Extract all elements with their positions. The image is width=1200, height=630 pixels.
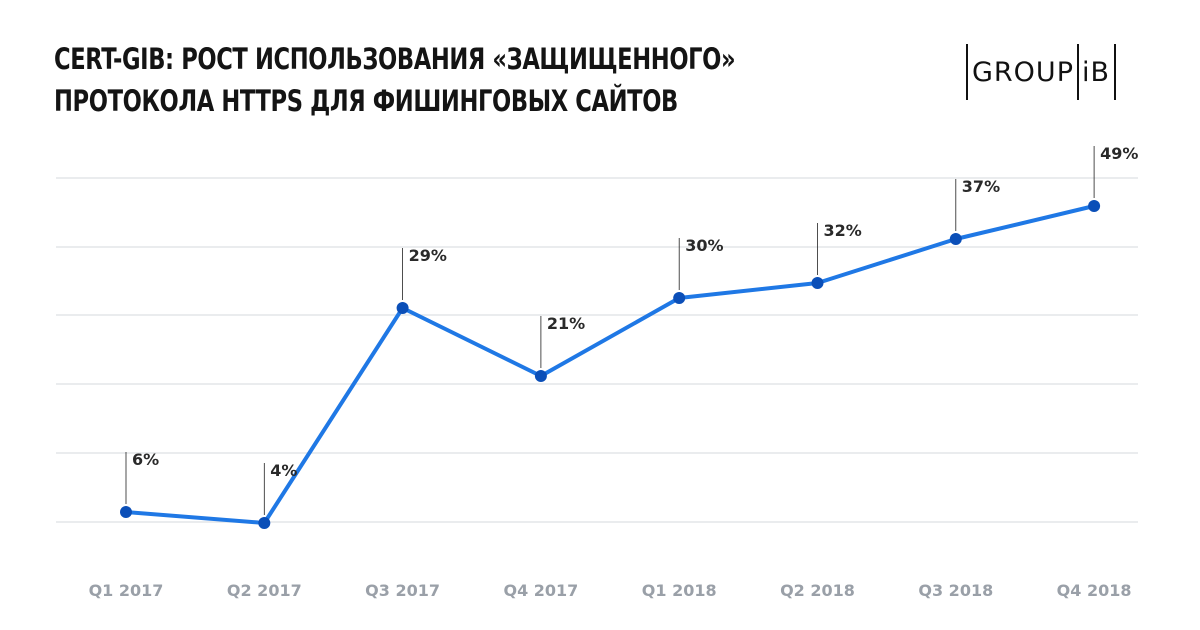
series-line [124, 204, 1097, 525]
logo-text-ib: iB [1081, 56, 1111, 88]
x-tick-label: Q4 2018 [1057, 581, 1132, 600]
x-tick-label: Q1 2017 [89, 581, 164, 600]
data-point [534, 370, 547, 382]
data-point [396, 302, 409, 314]
x-tick-label: Q3 2017 [365, 581, 440, 600]
data-label: 21% [547, 314, 585, 333]
data-points [120, 200, 1101, 529]
data-labels: 6% 4% 29% 21% 30% 32% 37% 49% [132, 144, 1138, 480]
chart-title-line-1: CERT-GIB: РОСТ ИСПОЛЬЗОВАНИЯ «ЗАЩИЩЕННОГ… [54, 42, 736, 76]
data-label: 29% [409, 246, 447, 265]
data-label: 32% [824, 221, 862, 240]
data-label: 4% [270, 461, 297, 480]
x-tick-label: Q2 2018 [780, 581, 855, 600]
x-axis-tick-labels: Q1 2017 Q2 2017 Q3 2017 Q4 2017 Q1 2018 Q2 20… [89, 581, 1132, 600]
data-point [949, 233, 962, 245]
chart-title-line-2: ПРОТОКОЛА HTTPS ДЛЯ ФИШИНГОВЫХ САЙТОВ [54, 84, 678, 118]
data-point [258, 517, 271, 529]
data-point [1088, 200, 1101, 212]
data-point [673, 292, 686, 304]
data-label: 49% [1100, 144, 1138, 163]
group-ib-logo: GROUP iB [962, 44, 1120, 100]
data-point [811, 277, 824, 289]
x-tick-label: Q4 2017 [503, 581, 578, 600]
data-label: 37% [962, 177, 1000, 196]
x-tick-label: Q3 2018 [918, 581, 993, 600]
data-point [120, 506, 132, 518]
data-label: 30% [685, 236, 723, 255]
logo-text-group: GROUP [972, 56, 1074, 88]
logo-separator [1076, 44, 1079, 100]
logo-left-bar [966, 44, 968, 100]
leader-lines [125, 146, 1095, 515]
x-tick-label: Q1 2018 [642, 581, 717, 600]
x-tick-label: Q2 2017 [227, 581, 302, 600]
logo-right-bar [1114, 44, 1117, 100]
data-label: 6% [132, 450, 159, 469]
chart-title: CERT-GIB: РОСТ ИСПОЛЬЗОВАНИЯ «ЗАЩИЩЕННОГ… [54, 38, 736, 122]
grid-lines [56, 177, 1138, 523]
